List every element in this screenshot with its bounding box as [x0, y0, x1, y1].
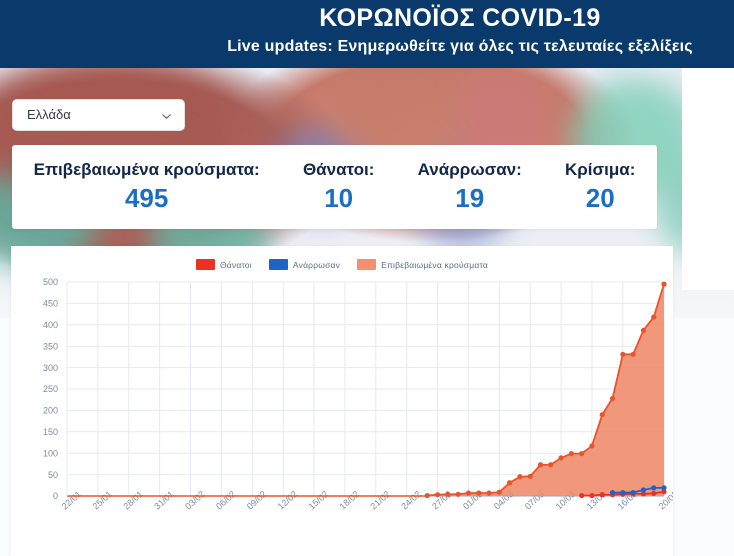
series-data-point[interactable] — [579, 492, 585, 499]
stat-deaths-label: Θάνατοι: — [302, 159, 375, 179]
stat-recovered-value: 19 — [455, 182, 485, 213]
x-axis-tick-label: 25/01 — [91, 489, 114, 512]
stat-confirmed-label: Επιβεβαιωμένα κρούσματα: — [33, 159, 260, 179]
page-subtitle: Live updates: Ενημερωθείτε για όλες τις … — [227, 38, 693, 55]
series-data-point[interactable] — [476, 490, 482, 496]
series-data-point[interactable] — [620, 351, 626, 357]
series-data-point[interactable] — [651, 490, 657, 497]
y-axis-tick-label: 0 — [53, 491, 58, 501]
x-axis-tick-label: 12/02 — [276, 489, 299, 512]
x-axis-tick-label: 22/01 — [60, 489, 83, 512]
legend-label-recovered: Ανάρρωσαν — [292, 259, 341, 270]
country-select-value: Ελλάδα — [27, 107, 71, 122]
y-axis-tick-label: 250 — [43, 384, 58, 394]
stat-deaths: Θάνατοι: 10 — [281, 160, 396, 215]
chart-series-2 — [67, 281, 667, 499]
series-data-point[interactable] — [589, 443, 595, 449]
covid-area-chart: 0 50 100 150 200 250 300 350 400 450 500 22/01 25/01… — [43, 277, 673, 512]
x-axis-tick-label: 15/02 — [307, 489, 330, 512]
y-axis-tick-label: 350 — [43, 341, 58, 351]
stat-confirmed: Επιβεβαιωμένα κρούσματα: 495 — [12, 160, 281, 215]
y-axis-tick-label: 300 — [43, 363, 58, 373]
series-data-point[interactable] — [599, 492, 605, 498]
series-data-point[interactable] — [630, 489, 636, 496]
series-data-point[interactable] — [496, 489, 502, 495]
right-side-panel — [682, 68, 734, 290]
x-axis-tick-label: 21/02 — [368, 489, 391, 512]
series-data-point[interactable] — [537, 462, 544, 468]
series-data-point[interactable] — [568, 451, 574, 457]
y-axis-tick-label: 200 — [43, 406, 58, 416]
chart-plot-area: 0 50 100 150 200 250 300 350 400 450 500 22/01 25/01… — [11, 272, 673, 556]
series-data-point[interactable] — [455, 491, 461, 497]
stat-confirmed-value: 495 — [124, 182, 169, 213]
legend-label-confirmed: Επιβεβαιωμένα κρούσματα — [381, 259, 489, 270]
series-data-point[interactable] — [640, 487, 647, 493]
y-axis-tick-label: 50 — [48, 470, 58, 480]
x-axis-tick-label: 28/01 — [121, 489, 144, 512]
x-axis-tick-label: 09/02 — [245, 489, 268, 512]
legend-item-deaths[interactable]: Θάνατοι — [195, 259, 252, 270]
series-data-point[interactable] — [640, 327, 647, 333]
country-select[interactable]: Ελλάδα — [12, 99, 185, 131]
x-axis-tick-label: 27/02 — [430, 489, 453, 512]
series-data-point[interactable] — [640, 491, 647, 497]
series-data-point[interactable] — [661, 489, 667, 495]
series-data-point[interactable] — [548, 462, 554, 468]
series-data-point[interactable] — [445, 491, 451, 497]
series-data-point[interactable] — [609, 489, 616, 496]
series-data-point[interactable] — [517, 474, 523, 480]
y-axis-tick-label: 450 — [43, 299, 58, 309]
legend-label-deaths: Θάνατοι — [219, 259, 252, 270]
y-axis-tick-label: 100 — [43, 448, 58, 458]
series-data-point[interactable] — [599, 412, 605, 418]
chart-legend: Θάνατοι Ανάρρωσαν Επιβεβαιωμένα κρούσματ… — [11, 259, 673, 270]
y-axis-tick-label: 150 — [43, 427, 58, 437]
page-title: ΚΟΡΩΝΟΪΟΣ COVID-19 — [319, 4, 601, 32]
series-data-point[interactable] — [609, 395, 616, 402]
stat-deaths-value: 10 — [324, 182, 354, 213]
legend-swatch-recovered — [268, 259, 288, 270]
series-data-point[interactable] — [527, 473, 533, 479]
stat-critical: Κρίσιμα: 20 — [543, 160, 657, 215]
x-axis-tick-label: 18/02 — [338, 489, 361, 512]
y-axis-tick-label: 400 — [43, 320, 58, 330]
series-data-point[interactable] — [651, 314, 657, 320]
statistics-card: Επιβεβαιωμένα κρούσματα: 495 Θάνατοι: 10… — [12, 145, 657, 229]
legend-item-confirmed[interactable]: Επιβεβαιωμένα κρούσματα — [357, 259, 488, 270]
chart-card: Θάνατοι Ανάρρωσαν Επιβεβαιωμένα κρούσματ… — [11, 246, 673, 556]
stat-critical-value: 20 — [585, 182, 615, 213]
x-axis-tick-label: 24/02 — [399, 489, 422, 512]
x-axis-tick-label: 06/02 — [214, 489, 237, 512]
series-data-point[interactable] — [465, 490, 472, 496]
series-data-point[interactable] — [661, 485, 667, 491]
series-area-fill — [427, 284, 664, 496]
series-data-point[interactable] — [661, 281, 667, 287]
series-data-point[interactable] — [620, 489, 626, 496]
chevron-down-icon — [161, 111, 171, 120]
series-data-point[interactable] — [558, 455, 564, 461]
series-data-point[interactable] — [630, 351, 636, 357]
series-data-point[interactable] — [589, 492, 595, 499]
series-data-point[interactable] — [434, 492, 441, 498]
x-axis-tick-label: 31/01 — [152, 489, 175, 512]
y-axis-tick-label: 500 — [43, 277, 58, 287]
series-data-point[interactable] — [424, 492, 430, 499]
stat-recovered-label: Ανάρρωσαν: — [417, 159, 522, 179]
stat-critical-label: Κρίσιμα: — [565, 159, 636, 179]
series-data-point[interactable] — [651, 485, 657, 491]
legend-swatch-confirmed — [357, 259, 377, 270]
series-data-point[interactable] — [507, 480, 513, 486]
legend-item-recovered[interactable]: Ανάρρωσαν — [268, 259, 341, 270]
x-axis-tick-label: 03/02 — [183, 489, 206, 512]
site-header: ΚΟΡΩΝΟΪΟΣ COVID-19 Live updates: Ενημερω… — [0, 0, 734, 68]
chart-series-1 — [609, 485, 667, 496]
series-data-point[interactable] — [579, 451, 585, 457]
series-data-point[interactable] — [486, 490, 492, 496]
stat-recovered: Ανάρρωσαν: 19 — [396, 160, 543, 215]
legend-swatch-deaths — [195, 259, 215, 270]
